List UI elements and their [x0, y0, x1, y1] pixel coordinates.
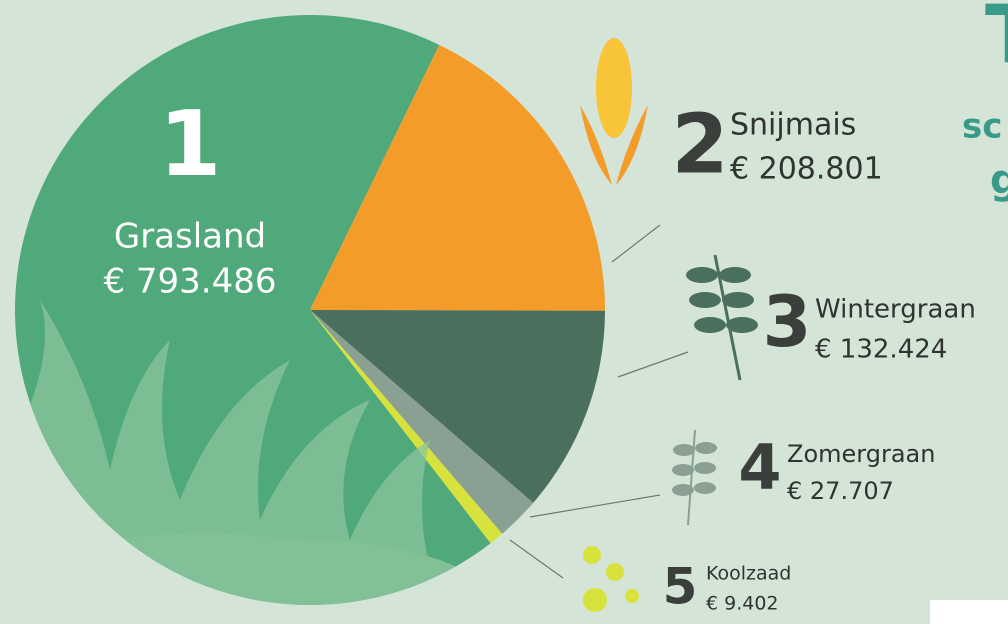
pie-slice	[310, 310, 534, 534]
title-fragment: g	[990, 157, 1008, 203]
wheat-icon-light	[672, 429, 717, 526]
rank-label: 5	[663, 558, 698, 616]
value-label: € 9.402	[706, 593, 779, 615]
category-label: Koolzaad	[706, 563, 791, 585]
rank-label: 1	[159, 92, 222, 197]
rank-label: 2	[671, 97, 728, 192]
title-fragment: sc	[962, 107, 1002, 147]
category-label: Wintergraan	[815, 295, 976, 325]
pie-slice	[310, 44, 605, 311]
rank-label: 4	[738, 431, 781, 504]
value-label: € 793.486	[103, 262, 276, 302]
flower-icon	[583, 546, 639, 612]
wheat-icon	[686, 254, 758, 381]
category-label: Zomergraan	[787, 440, 935, 468]
rank-label: 3	[763, 281, 812, 363]
category-label: Grasland	[114, 217, 266, 257]
corn-icon	[580, 38, 648, 185]
value-label: € 208.801	[730, 152, 883, 187]
title-fragment: T	[985, 0, 1008, 81]
logo-box	[930, 600, 1008, 624]
pie-slice	[310, 310, 503, 544]
pie-slice	[310, 310, 605, 503]
value-label: € 27.707	[787, 477, 894, 505]
leader-lines	[509, 224, 689, 579]
value-label: € 132.424	[815, 335, 947, 365]
category-label: Snijmais	[730, 108, 856, 143]
